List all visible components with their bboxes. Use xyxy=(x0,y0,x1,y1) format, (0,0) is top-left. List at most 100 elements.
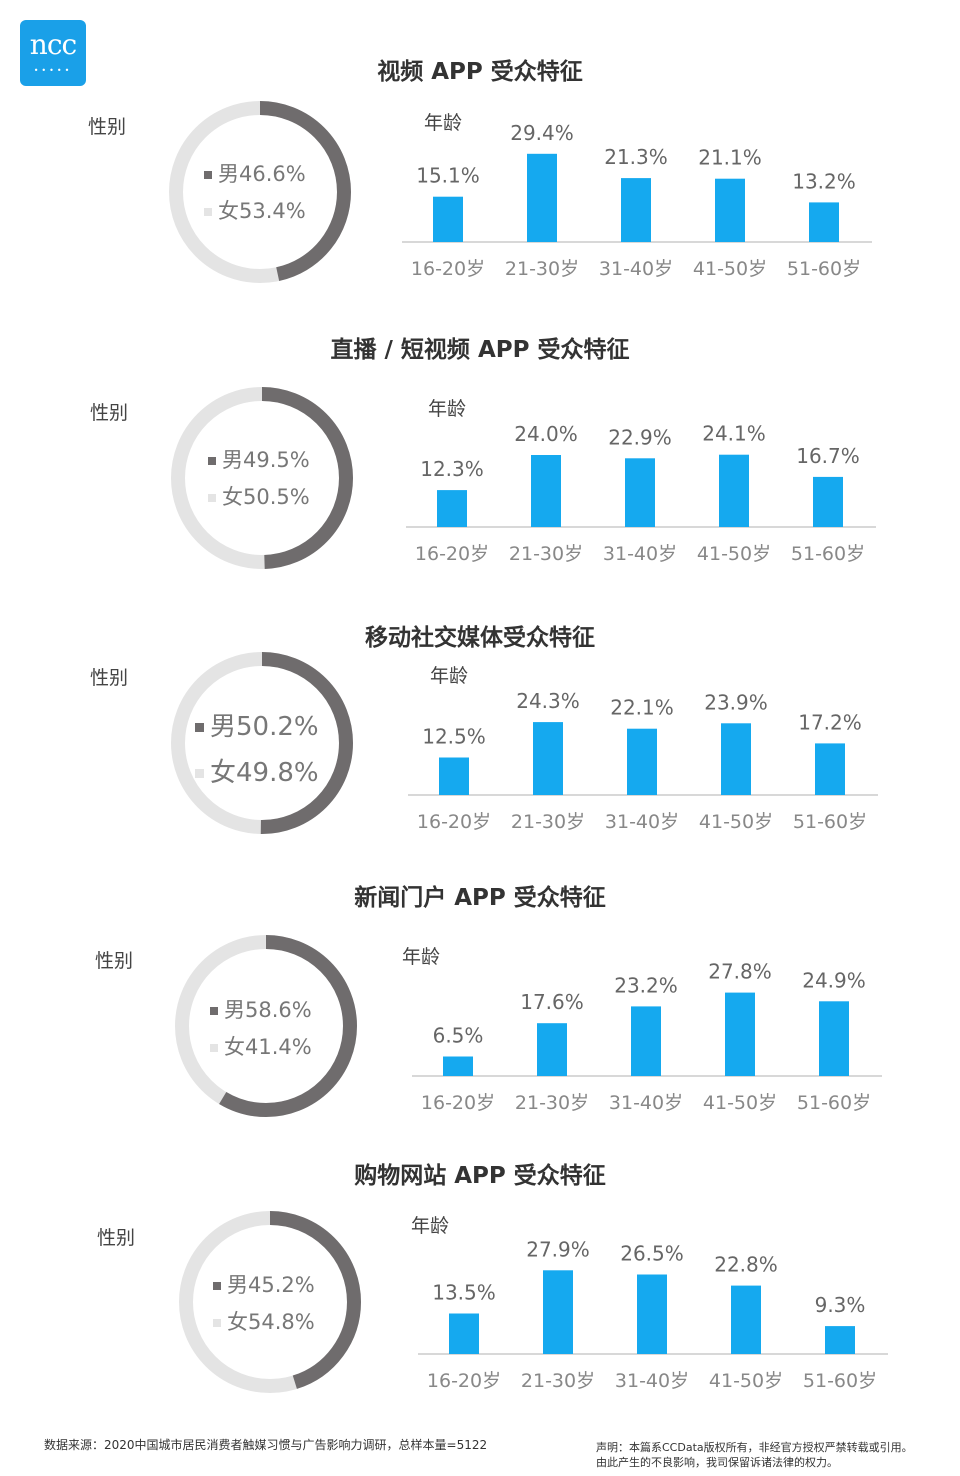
legend-male-swatch xyxy=(213,1282,221,1290)
male-share-arc xyxy=(175,935,357,1117)
x-tick-label: 31-40岁 xyxy=(599,258,673,280)
age-label: 年龄 xyxy=(411,1215,450,1237)
bar-value-label: 9.3% xyxy=(815,1293,866,1317)
gender-donut xyxy=(169,101,351,283)
bar-value-label: 17.6% xyxy=(520,990,584,1014)
x-tick-label: 16-20岁 xyxy=(415,543,489,565)
section-title: 直播 / 短视频 APP 受众特征 xyxy=(330,337,630,363)
legend-female-swatch xyxy=(195,769,204,778)
bar xyxy=(715,178,745,242)
x-tick-label: 31-40岁 xyxy=(615,1370,689,1392)
legend-female: 女41.4% xyxy=(210,1029,312,1066)
legend-female-swatch xyxy=(204,208,212,216)
bar-value-label: 29.4% xyxy=(510,121,574,145)
age-bar-chart: 13.5% 16-20岁 27.9% 21-30岁 26.5% 31-40岁 22.8% 41… xyxy=(418,1237,888,1392)
gender-legend: 男50.2% 女49.8% xyxy=(195,704,319,796)
section-title: 购物网站 APP 受众特征 xyxy=(354,1163,606,1189)
bar xyxy=(433,196,463,242)
bar-value-label: 24.9% xyxy=(802,968,866,992)
bar-value-label: 13.5% xyxy=(432,1281,496,1305)
data-source-note: 数据来源：2020中国城市居民消费者触媒习惯与广告影响力调研，总样本量=5122 xyxy=(44,1438,488,1452)
legend-female-swatch xyxy=(213,1319,221,1327)
age-label: 年龄 xyxy=(428,398,467,420)
legend-male: 男58.6% xyxy=(210,992,312,1029)
x-tick-label: 41-50岁 xyxy=(709,1370,783,1392)
male-share-arc xyxy=(179,1211,361,1393)
x-tick-label: 51-60岁 xyxy=(787,258,861,280)
bar-value-label: 22.1% xyxy=(610,696,674,720)
copyright-disclaimer: 声明：本篇系CCData版权所有，非经官方授权严禁转载或引用。 由此产生的不良影… xyxy=(596,1440,956,1470)
bar xyxy=(439,757,469,795)
bar-value-label: 17.2% xyxy=(798,710,862,734)
x-tick-label: 41-50岁 xyxy=(693,258,767,280)
male-share-arc xyxy=(171,652,353,834)
section-title: 视频 APP 受众特征 xyxy=(377,59,583,85)
legend-male: 男49.5% xyxy=(208,442,310,479)
bar-value-label: 13.2% xyxy=(792,169,856,193)
gender-donut xyxy=(175,935,357,1117)
bar-value-label: 24.0% xyxy=(514,422,578,446)
legend-female-text: 女49.8% xyxy=(210,758,319,788)
bar xyxy=(809,202,839,242)
bar-value-label: 21.3% xyxy=(604,145,668,169)
logo-text: ncc xyxy=(29,28,77,61)
x-tick-label: 51-60岁 xyxy=(803,1370,877,1392)
male-share-arc xyxy=(171,387,353,569)
bar xyxy=(815,743,845,795)
legend-male-text: 男49.5% xyxy=(222,448,310,472)
bar xyxy=(437,490,467,527)
bar xyxy=(637,1274,667,1354)
x-tick-label: 21-30岁 xyxy=(505,258,579,280)
bar-value-label: 23.2% xyxy=(614,973,678,997)
bar xyxy=(537,1023,567,1076)
bar xyxy=(719,454,749,527)
x-tick-label: 21-30岁 xyxy=(515,1092,589,1114)
age-label: 年龄 xyxy=(424,112,463,134)
bar xyxy=(631,1006,661,1076)
age-label: 年龄 xyxy=(402,946,441,968)
legend-male-text: 男45.2% xyxy=(227,1273,315,1297)
legend-female: 女49.8% xyxy=(195,750,319,796)
age-bar-chart: 6.5% 16-20岁 17.6% 21-30岁 23.2% 31-40岁 27.8% 41-… xyxy=(412,960,882,1114)
bar xyxy=(443,1056,473,1076)
x-tick-label: 16-20岁 xyxy=(421,1092,495,1114)
legend-male-text: 男50.2% xyxy=(210,712,319,742)
bar xyxy=(725,992,755,1076)
x-tick-label: 51-60岁 xyxy=(793,811,867,833)
bar xyxy=(527,153,557,242)
x-tick-label: 31-40岁 xyxy=(605,811,679,833)
legend-male: 男50.2% xyxy=(195,704,319,750)
bar xyxy=(543,1270,573,1354)
legend-male-text: 男46.6% xyxy=(218,162,306,186)
bar-value-label: 15.1% xyxy=(416,164,480,188)
gender-donut xyxy=(171,652,353,834)
x-tick-label: 41-50岁 xyxy=(703,1092,777,1114)
age-bar-chart: 12.5% 16-20岁 24.3% 21-30岁 22.1% 31-40岁 23.9% 41… xyxy=(408,689,878,833)
age-bar-chart: 12.3% 16-20岁 24.0% 21-30岁 22.9% 31-40岁 24.1% 41… xyxy=(406,422,876,565)
bar-value-label: 23.9% xyxy=(704,690,768,714)
logo-dots: ••••• xyxy=(33,66,73,75)
bar-value-label: 24.1% xyxy=(702,422,766,446)
bar xyxy=(625,458,655,527)
legend-female: 女50.5% xyxy=(208,479,310,516)
bar xyxy=(533,722,563,795)
gender-label: 性别 xyxy=(90,667,129,689)
male-share-arc xyxy=(169,101,351,283)
x-tick-label: 21-30岁 xyxy=(511,811,585,833)
legend-male-swatch xyxy=(195,723,204,732)
gender-legend: 男46.6% 女53.4% xyxy=(204,156,306,230)
gender-legend: 男45.2% 女54.8% xyxy=(213,1267,315,1341)
gender-label: 性别 xyxy=(95,950,134,972)
x-tick-label: 21-30岁 xyxy=(521,1370,595,1392)
gender-legend: 男49.5% 女50.5% xyxy=(208,442,310,516)
bar xyxy=(819,1001,849,1076)
ncc-logo: ncc ••••• xyxy=(20,20,86,86)
section-title: 新闻门户 APP 受众特征 xyxy=(354,885,606,911)
legend-male-text: 男58.6% xyxy=(224,998,312,1022)
x-tick-label: 41-50岁 xyxy=(699,811,773,833)
x-tick-label: 16-20岁 xyxy=(411,258,485,280)
bar-value-label: 12.3% xyxy=(420,457,484,481)
legend-male-swatch xyxy=(204,171,212,179)
disclaimer-line-1: 声明：本篇系CCData版权所有，非经官方授权严禁转载或引用。 xyxy=(596,1441,913,1454)
legend-female: 女54.8% xyxy=(213,1304,315,1341)
